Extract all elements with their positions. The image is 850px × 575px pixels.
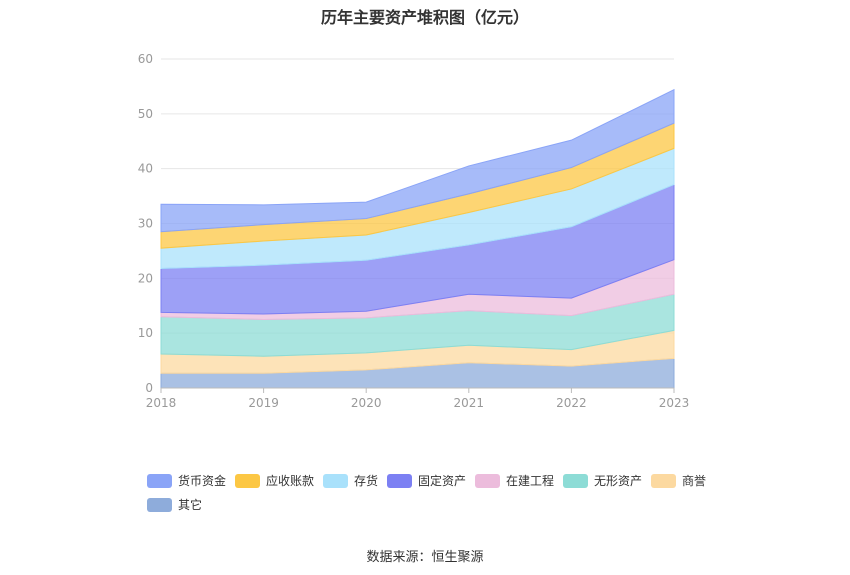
legend-swatch xyxy=(651,473,676,488)
x-tick-label: 2021 xyxy=(454,396,485,410)
legend-swatch xyxy=(387,473,412,488)
legend-label: 货币资金 xyxy=(178,474,227,488)
legend-item[interactable]: 货币资金 xyxy=(147,472,226,489)
y-tick-label: 20 xyxy=(138,271,153,285)
y-tick-label: 60 xyxy=(138,52,153,66)
legend-swatch xyxy=(235,473,260,488)
legend-item[interactable]: 应收账款 xyxy=(235,472,314,489)
y-tick-label: 0 xyxy=(145,381,153,395)
x-tick-label: 2019 xyxy=(248,396,279,410)
area-layer xyxy=(160,88,675,389)
legend-label: 在建工程 xyxy=(506,474,555,488)
x-tick-label: 2020 xyxy=(351,396,382,410)
x-tick-label: 2023 xyxy=(659,396,690,410)
legend-label: 其它 xyxy=(178,498,203,512)
y-tick-label: 40 xyxy=(138,162,153,176)
legend-item[interactable]: 商誉 xyxy=(651,472,706,489)
legend-swatch xyxy=(563,473,588,488)
y-tick-label: 50 xyxy=(138,107,153,121)
y-tick-label: 10 xyxy=(138,326,153,340)
area-series[interactable] xyxy=(160,88,675,233)
legend-item[interactable]: 无形资产 xyxy=(563,472,642,489)
legend-label: 无形资产 xyxy=(594,474,643,488)
x-tick-label: 2022 xyxy=(556,396,587,410)
chart-title: 历年主要资产堆积图（亿元） xyxy=(320,8,529,27)
legend-item[interactable]: 在建工程 xyxy=(475,472,554,489)
legend-item[interactable]: 其它 xyxy=(147,496,202,513)
legend-swatch xyxy=(323,473,348,488)
x-tick-label: 2018 xyxy=(146,396,177,410)
legend-label: 商誉 xyxy=(682,474,707,488)
legend-label: 应收账款 xyxy=(266,474,315,488)
y-tick-label: 30 xyxy=(138,217,153,231)
legend-item[interactable]: 存货 xyxy=(323,472,378,489)
legend-swatch xyxy=(147,473,172,488)
legend-swatch xyxy=(147,497,172,512)
legend-label: 存货 xyxy=(354,474,379,488)
legend-item[interactable]: 固定资产 xyxy=(387,472,466,489)
source-note: 数据来源：恒生聚源 xyxy=(366,550,484,565)
legend-swatch xyxy=(475,473,500,488)
legend-label: 固定资产 xyxy=(418,474,467,488)
axis-layer: 0 10 20 30 40 50 60 2018 2019 2020 2021 2022 2023 xyxy=(138,52,690,410)
